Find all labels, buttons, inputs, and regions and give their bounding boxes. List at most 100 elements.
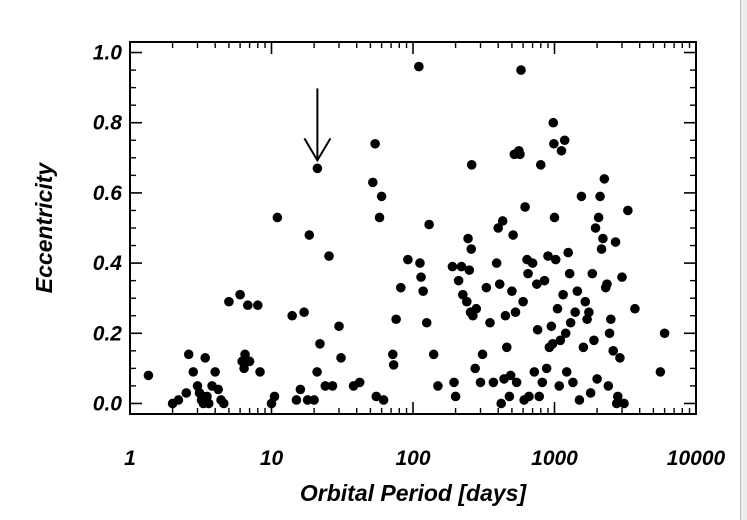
data-point bbox=[532, 324, 543, 335]
data-point bbox=[595, 191, 605, 202]
data-point bbox=[388, 349, 398, 360]
data-point bbox=[324, 251, 334, 261]
data-point bbox=[213, 384, 223, 395]
data-point bbox=[403, 254, 413, 265]
data-point bbox=[576, 191, 587, 202]
data-point bbox=[291, 395, 302, 405]
data-point bbox=[471, 303, 482, 314]
data-point bbox=[497, 216, 508, 226]
data-point bbox=[449, 377, 459, 388]
data-point bbox=[529, 367, 540, 377]
data-point bbox=[210, 367, 220, 377]
data-point bbox=[606, 314, 616, 325]
data-point bbox=[458, 289, 468, 300]
x-tick-label: 1000 bbox=[531, 447, 578, 470]
data-point bbox=[374, 212, 385, 223]
data-point bbox=[466, 160, 477, 170]
data-point bbox=[527, 258, 538, 268]
data-point bbox=[515, 149, 525, 160]
data-point bbox=[604, 328, 615, 339]
data-point bbox=[555, 335, 566, 346]
data-point bbox=[309, 395, 319, 405]
data-point bbox=[612, 391, 623, 402]
data-point bbox=[312, 163, 323, 174]
data-point bbox=[504, 391, 515, 402]
arrow-head bbox=[303, 137, 332, 163]
data-point bbox=[477, 349, 488, 360]
y-tick-label: 1.0 bbox=[93, 42, 123, 65]
data-point bbox=[416, 272, 426, 282]
data-point bbox=[428, 349, 439, 360]
data-point bbox=[623, 205, 633, 216]
data-point bbox=[659, 328, 670, 339]
data-point bbox=[516, 65, 526, 75]
x-tick-label: 10000 bbox=[667, 447, 726, 470]
data-point bbox=[558, 289, 568, 300]
data-point bbox=[560, 328, 571, 339]
data-point bbox=[598, 233, 608, 244]
data-point bbox=[388, 360, 399, 370]
data-point bbox=[549, 138, 559, 149]
data-point bbox=[143, 370, 154, 381]
data-point bbox=[243, 300, 253, 311]
data-point bbox=[240, 349, 250, 360]
data-point bbox=[630, 303, 640, 314]
data-point bbox=[572, 286, 583, 296]
data-point bbox=[496, 398, 506, 409]
data-point bbox=[507, 286, 517, 296]
data-point bbox=[570, 307, 580, 318]
arrow-annotation bbox=[303, 88, 332, 163]
data-point bbox=[418, 286, 428, 296]
data-point bbox=[183, 349, 194, 360]
data-point bbox=[235, 289, 245, 300]
data-point bbox=[466, 244, 477, 254]
data-point bbox=[494, 279, 505, 289]
tick-marks bbox=[129, 42, 697, 414]
data-point bbox=[602, 279, 612, 289]
data-point bbox=[312, 367, 322, 377]
data-point bbox=[224, 296, 234, 307]
data-point bbox=[295, 384, 306, 395]
data-point bbox=[493, 223, 503, 233]
data-point bbox=[548, 117, 559, 128]
data-point bbox=[537, 377, 548, 388]
data-point bbox=[255, 367, 265, 377]
data-point bbox=[181, 388, 192, 398]
data-point bbox=[424, 219, 434, 230]
data-point bbox=[523, 268, 533, 279]
y-tick-label: 0.2 bbox=[93, 322, 123, 345]
data-points bbox=[143, 61, 670, 409]
data-point bbox=[299, 307, 309, 318]
x-tick-label: 10 bbox=[260, 447, 284, 470]
data-point bbox=[539, 275, 550, 286]
data-point bbox=[203, 398, 214, 409]
data-point bbox=[475, 377, 486, 388]
data-point bbox=[414, 61, 424, 72]
data-point bbox=[511, 377, 522, 388]
data-point bbox=[578, 342, 589, 353]
data-point bbox=[447, 261, 458, 272]
data-point bbox=[535, 160, 546, 170]
data-point bbox=[592, 374, 602, 384]
data-point bbox=[488, 377, 499, 388]
y-tick-label: 0.8 bbox=[93, 112, 123, 135]
data-point bbox=[534, 391, 545, 402]
data-point bbox=[524, 391, 534, 402]
data-point bbox=[565, 317, 576, 328]
data-point bbox=[421, 317, 432, 328]
data-point bbox=[568, 377, 578, 388]
y-axis-label: Eccentricity bbox=[31, 162, 57, 294]
data-point bbox=[510, 307, 521, 318]
plot-frame bbox=[129, 41, 697, 415]
data-point bbox=[354, 377, 365, 388]
x-tick-label: 1 bbox=[124, 447, 136, 470]
data-point bbox=[378, 395, 389, 405]
data-point bbox=[590, 223, 601, 233]
data-point bbox=[584, 307, 594, 318]
x-axis-label: Orbital Period [days] bbox=[300, 480, 528, 506]
data-point bbox=[617, 272, 627, 282]
data-point bbox=[603, 381, 614, 391]
x-tick-labels: 1 10 100 1000 10000 bbox=[124, 447, 725, 470]
data-point bbox=[239, 363, 249, 374]
data-point bbox=[491, 258, 502, 268]
